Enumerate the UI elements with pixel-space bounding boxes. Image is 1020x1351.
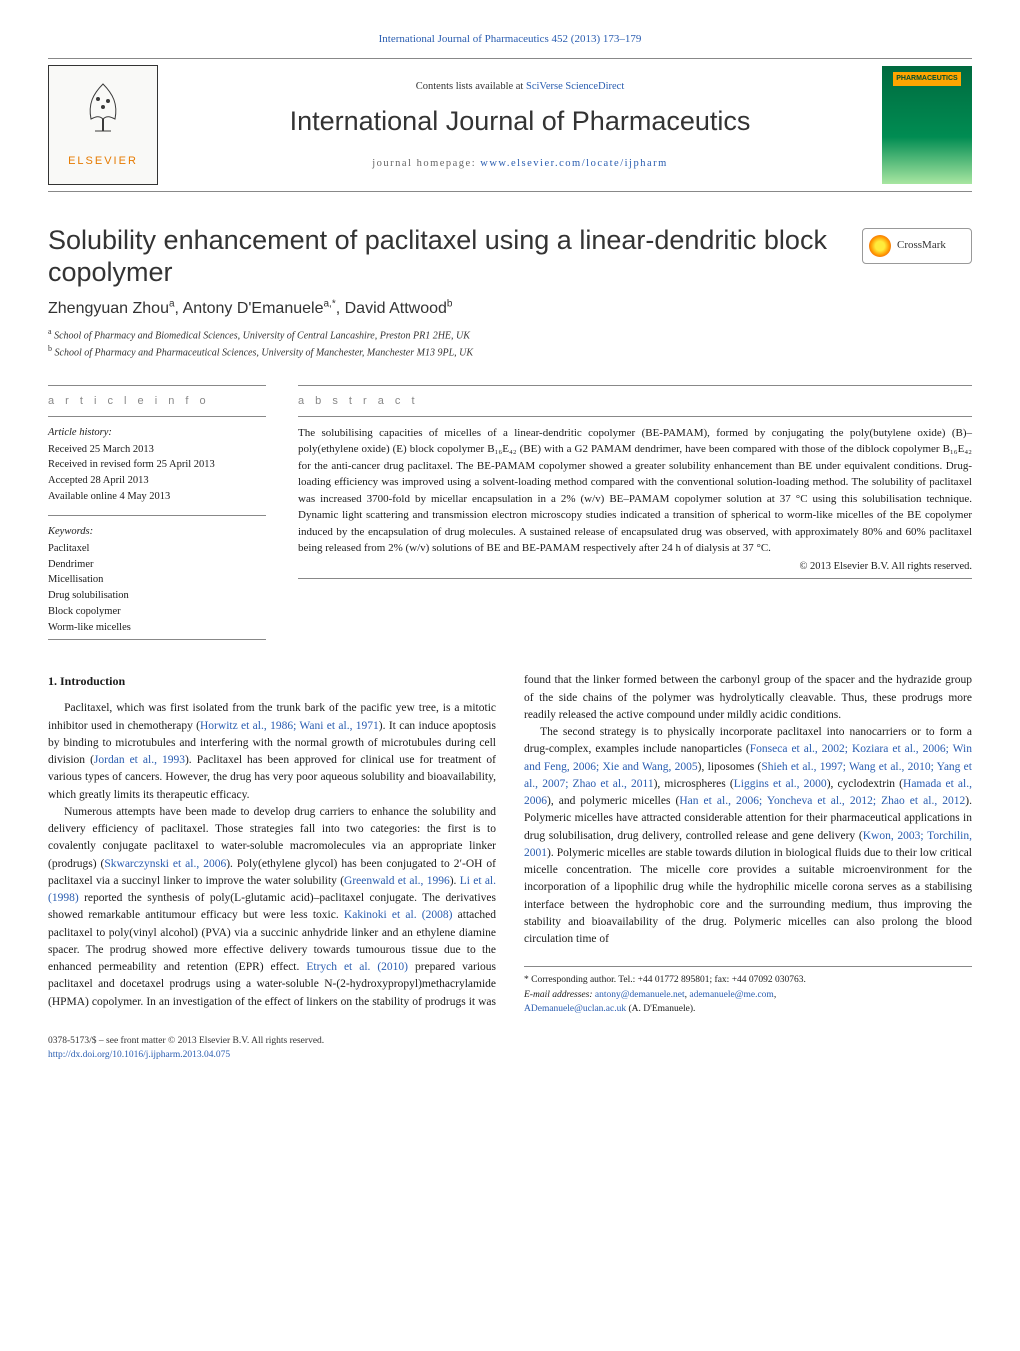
cover-title: PHARMACEUTICS [893, 72, 960, 86]
authors-line: Zhengyuan Zhoua, Antony D'Emanuelea,*, D… [48, 297, 972, 320]
citation-link[interactable]: International Journal of Pharmaceutics 4… [379, 33, 642, 45]
keyword-item: Dendrimer [48, 557, 266, 573]
history-line: Received 25 March 2013 [48, 442, 266, 458]
publisher-name: ELSEVIER [68, 154, 138, 170]
body-columns: 1. Introduction Paclitaxel, which was fi… [48, 672, 972, 1016]
abstract-column: a b s t r a c t The solubilising capacit… [298, 381, 972, 649]
crossmark-icon [869, 235, 891, 257]
keyword-item: Worm-like micelles [48, 620, 266, 636]
body-paragraph: Paclitaxel, which was first isolated fro… [48, 700, 496, 804]
citation-link[interactable]: Jordan et al., 1993 [94, 754, 185, 766]
email-link[interactable]: ADemanuele@uclan.ac.uk [524, 1004, 626, 1014]
author-1-sup: a [169, 298, 175, 309]
keyword-item: Paclitaxel [48, 541, 266, 557]
crossmark-badge[interactable]: CrossMark [862, 228, 972, 264]
elsevier-tree-icon [73, 79, 133, 148]
sciencedirect-link[interactable]: SciVerse ScienceDirect [526, 81, 624, 92]
article-title: Solubility enhancement of paclitaxel usi… [48, 224, 842, 289]
citation-link[interactable]: Liggins et al., 2000 [734, 778, 827, 790]
doi-link[interactable]: http://dx.doi.org/10.1016/j.ijpharm.2013… [48, 1050, 230, 1060]
author-3: David Attwood [345, 300, 447, 317]
keyword-item: Block copolymer [48, 604, 266, 620]
author-2-sup: a,* [323, 298, 335, 309]
contents-prefix: Contents lists available at [416, 81, 526, 92]
corresponding-line: * Corresponding author. Tel.: +44 01772 … [524, 973, 972, 987]
journal-cover-thumbnail[interactable]: PHARMACEUTICS [882, 66, 972, 184]
history-label: Article history: [48, 425, 266, 440]
title-row: Solubility enhancement of paclitaxel usi… [48, 224, 972, 289]
article-info-heading: a r t i c l e i n f o [48, 394, 266, 410]
masthead-center: Contents lists available at SciVerse Sci… [176, 79, 864, 171]
crossmark-label: CrossMark [897, 238, 946, 254]
info-abstract-row: a r t i c l e i n f o Article history: R… [48, 381, 972, 649]
abstract-copyright: © 2013 Elsevier B.V. All rights reserved… [298, 559, 972, 574]
citation-link[interactable]: Han et al., 2006; Yoncheva et al., 2012;… [679, 795, 965, 807]
section-title: Introduction [60, 674, 125, 688]
body-paragraph: The second strategy is to physically inc… [524, 724, 972, 948]
publisher-logo[interactable]: ELSEVIER [48, 65, 158, 185]
email-label: E-mail addresses: [524, 990, 595, 1000]
citation-link[interactable]: Kakinoki et al. (2008) [344, 909, 453, 921]
citation-link[interactable]: Skwarczynski et al., 2006 [104, 858, 226, 870]
bottom-meta: 0378-5173/$ – see front matter © 2013 El… [48, 1034, 972, 1063]
section-number: 1. [48, 674, 57, 688]
history-line: Received in revised form 25 April 2013 [48, 457, 266, 473]
section-heading: 1. Introduction [48, 672, 496, 690]
keywords-lines: Paclitaxel Dendrimer Micellisation Drug … [48, 541, 266, 636]
email-link[interactable]: ademanuele@me.com [689, 990, 773, 1000]
keywords-label: Keywords: [48, 524, 266, 539]
citation-header: International Journal of Pharmaceutics 4… [48, 32, 972, 48]
body-text: ). [450, 875, 460, 887]
body-text: ), cyclodextrin ( [827, 778, 903, 790]
keyword-item: Drug solubilisation [48, 588, 266, 604]
abstract-text: The solubilising capacities of micelles … [298, 425, 972, 557]
homepage-label: journal homepage: [372, 158, 480, 169]
journal-homepage-link[interactable]: www.elsevier.com/locate/ijpharm [480, 158, 668, 169]
journal-name: International Journal of Pharmaceutics [176, 102, 864, 141]
author-2: Antony D'Emanuele [183, 300, 324, 317]
body-text: ), liposomes ( [698, 761, 762, 773]
corresponding-author-footnote: * Corresponding author. Tel.: +44 01772 … [524, 966, 972, 1016]
affiliations: a School of Pharmacy and Biomedical Scie… [48, 326, 972, 361]
article-info-column: a r t i c l e i n f o Article history: R… [48, 381, 266, 649]
email-suffix: (A. D'Emanuele). [626, 1004, 695, 1014]
history-lines: Received 25 March 2013 Received in revis… [48, 442, 266, 505]
body-text: ), microspheres ( [654, 778, 734, 790]
citation-link[interactable]: Horwitz et al., 1986; Wani et al., 1971 [200, 720, 379, 732]
history-line: Accepted 28 April 2013 [48, 473, 266, 489]
email-line: E-mail addresses: antony@demanuele.net, … [524, 988, 972, 1002]
body-text: ), and polymeric micelles ( [547, 795, 679, 807]
history-line: Available online 4 May 2013 [48, 489, 266, 505]
citation-link[interactable]: Greenwald et al., 1996 [344, 875, 450, 887]
author-1: Zhengyuan Zhou [48, 300, 169, 317]
citation-link[interactable]: Etrych et al. (2010) [306, 961, 408, 973]
author-3-sup: b [447, 298, 453, 309]
abstract-heading: a b s t r a c t [298, 394, 972, 410]
affiliation-b: School of Pharmacy and Pharmaceutical Sc… [55, 348, 474, 359]
keyword-item: Micellisation [48, 572, 266, 588]
email-link[interactable]: antony@demanuele.net [595, 990, 685, 1000]
masthead: ELSEVIER Contents lists available at Sci… [48, 58, 972, 192]
contents-lists-line: Contents lists available at SciVerse Sci… [176, 79, 864, 94]
issn-line: 0378-5173/$ – see front matter © 2013 El… [48, 1034, 972, 1048]
body-text: ). Polymeric micelles are stable towards… [524, 847, 972, 945]
affiliation-a: School of Pharmacy and Biomedical Scienc… [54, 330, 470, 341]
journal-homepage-line: journal homepage: www.elsevier.com/locat… [176, 156, 864, 171]
